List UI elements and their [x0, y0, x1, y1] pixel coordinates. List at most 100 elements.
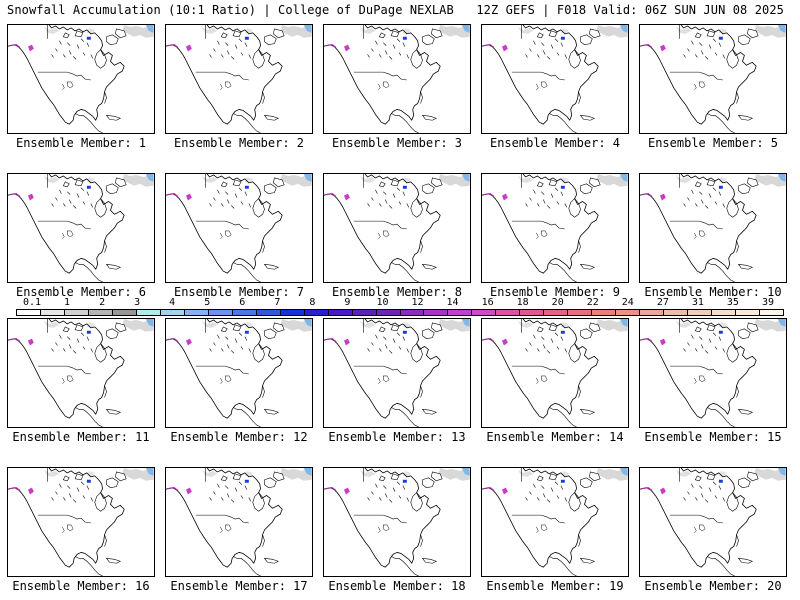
ensemble-map-panel	[7, 24, 155, 134]
north-america-map	[324, 174, 470, 282]
legend-swatch	[496, 310, 521, 315]
north-america-map	[482, 319, 628, 427]
legend-tick-label: 10	[376, 297, 389, 308]
legend-swatch	[208, 310, 233, 315]
north-america-map	[8, 319, 154, 427]
legend-swatch	[760, 310, 783, 315]
legend-tick-label: 9	[344, 297, 351, 308]
ensemble-map-panel	[323, 467, 471, 577]
legend-swatch	[616, 310, 641, 315]
legend-tick-label: 1	[64, 297, 71, 308]
ensemble-member-label: Ensemble Member: 12	[170, 430, 308, 444]
legend-swatch	[136, 310, 161, 315]
legend-swatch	[280, 310, 305, 315]
legend-swatch	[664, 310, 689, 315]
legend-swatch	[304, 310, 329, 315]
north-america-map	[324, 468, 470, 576]
north-america-map	[640, 468, 786, 576]
legend-swatch	[736, 310, 761, 315]
ensemble-map-panel	[639, 467, 787, 577]
legend-swatch	[112, 310, 137, 315]
ensemble-member-label: Ensemble Member: 1	[15, 136, 147, 150]
legend-swatch	[520, 310, 545, 315]
legend-swatch	[400, 310, 425, 315]
legend-swatch	[184, 310, 209, 315]
legend-tick-label: 3	[134, 297, 141, 308]
legend-tick-label: 0.1	[22, 297, 42, 308]
ensemble-map-panel	[165, 467, 313, 577]
legend-tick-label: 2	[99, 297, 106, 308]
ensemble-member-label: Ensemble Member: 4	[489, 136, 621, 150]
legend-swatch	[40, 310, 65, 315]
ensemble-member-label: Ensemble Member: 18	[328, 579, 466, 593]
north-america-map	[8, 174, 154, 282]
legend-tick-label: 20	[551, 297, 564, 308]
legend-tick-label: 12	[411, 297, 424, 308]
north-america-map	[8, 25, 154, 133]
legend-swatch	[424, 310, 449, 315]
snowfall-color-legend	[16, 309, 784, 316]
legend-tick-label: 22	[586, 297, 599, 308]
ensemble-map-panel	[323, 173, 471, 283]
ensemble-map-panel	[639, 173, 787, 283]
ensemble-map-panel	[7, 467, 155, 577]
legend-swatch	[472, 310, 497, 315]
ensemble-member-label: Ensemble Member: 11	[12, 430, 150, 444]
legend-tick-label: 27	[656, 297, 669, 308]
ensemble-map-panel	[165, 24, 313, 134]
legend-swatch	[544, 310, 569, 315]
legend-tick-labels: 0.1 1 2 3 4 5 6 7 8 9 10 12 14 16 18 20 22 24 27 31 35 39	[16, 297, 784, 309]
legend-tick-label: 6	[239, 297, 246, 308]
ensemble-map-panel	[323, 318, 471, 428]
ensemble-map-panel	[481, 318, 629, 428]
legend-tick-label: 4	[169, 297, 176, 308]
legend-tick-label: 31	[691, 297, 704, 308]
ensemble-member-label: Ensemble Member: 7	[173, 285, 305, 299]
ensemble-member-label: Ensemble Member: 8	[331, 285, 463, 299]
ensemble-map-panel	[481, 467, 629, 577]
legend-swatch	[64, 310, 89, 315]
legend-swatch	[352, 310, 377, 315]
ensemble-member-label: Ensemble Member: 13	[328, 430, 466, 444]
north-america-map	[166, 25, 312, 133]
north-america-map	[640, 25, 786, 133]
legend-swatch	[376, 310, 401, 315]
ensemble-map-panel	[481, 24, 629, 134]
legend-swatch	[256, 310, 281, 315]
legend-tick-label: 16	[481, 297, 494, 308]
legend-tick-label: 39	[761, 297, 775, 308]
legend-tick-label: 35	[726, 297, 739, 308]
ensemble-map-panel	[7, 318, 155, 428]
legend-tick-label: 24	[621, 297, 634, 308]
ensemble-map-panel	[639, 318, 787, 428]
north-america-map	[482, 174, 628, 282]
ensemble-member-label: Ensemble Member: 19	[486, 579, 624, 593]
legend-swatch	[160, 310, 185, 315]
north-america-map	[640, 174, 786, 282]
map-title: Snowfall Accumulation (10:1 Ratio) | Col…	[7, 3, 454, 17]
legend-swatch	[328, 310, 353, 315]
north-america-map	[324, 25, 470, 133]
ensemble-member-label: Ensemble Member: 10	[644, 285, 782, 299]
north-america-map	[166, 174, 312, 282]
legend-tick-label: 14	[446, 297, 459, 308]
legend-swatch	[17, 310, 41, 315]
ensemble-map-panel	[165, 318, 313, 428]
ensemble-map-panel	[165, 173, 313, 283]
legend-swatch	[712, 310, 737, 315]
north-america-map	[640, 319, 786, 427]
ensemble-member-label: Ensemble Member: 6	[15, 285, 147, 299]
ensemble-member-label: Ensemble Member: 9	[489, 285, 621, 299]
ensemble-map-panel	[481, 173, 629, 283]
ensemble-member-label: Ensemble Member: 17	[170, 579, 308, 593]
north-america-map	[166, 319, 312, 427]
legend-tick-label: 8	[309, 297, 316, 308]
legend-swatch	[448, 310, 473, 315]
north-america-map	[166, 468, 312, 576]
run-valid-time: 12Z GEFS | F018 Valid: 06Z SUN JUN 08 20…	[476, 3, 784, 17]
legend-swatch	[640, 310, 665, 315]
north-america-map	[482, 468, 628, 576]
ensemble-member-label: Ensemble Member: 2	[173, 136, 305, 150]
legend-swatch	[592, 310, 617, 315]
legend-swatch	[568, 310, 593, 315]
